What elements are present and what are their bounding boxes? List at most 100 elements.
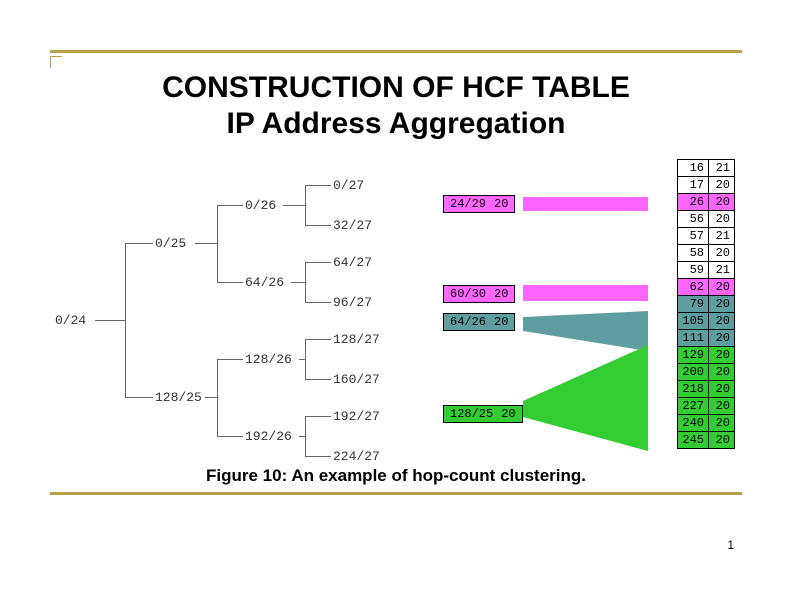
ip-cell: 105	[678, 313, 709, 330]
connector	[217, 436, 243, 437]
tree-diagram: 0/24 0/25 128/25 0/26 64/26 128/26 192/2…	[55, 165, 735, 465]
connector	[305, 416, 331, 417]
hc-cell: 20	[709, 211, 735, 228]
node-l1-bot: 128/25	[155, 390, 202, 405]
hc-cell: 20	[709, 398, 735, 415]
hc-cell: 20	[709, 381, 735, 398]
ip-cell: 129	[678, 347, 709, 364]
node-l2-1: 64/26	[245, 275, 284, 290]
agg-prefix: 128/25	[450, 407, 493, 421]
table-row: 1720	[678, 177, 735, 194]
table-row: 24520	[678, 432, 735, 449]
connector	[305, 262, 331, 263]
bottom-rule	[50, 492, 742, 495]
node-l3-7: 224/27	[333, 449, 380, 464]
ip-cell: 17	[678, 177, 709, 194]
node-l3-4: 128/27	[333, 332, 380, 347]
node-l3-3: 96/27	[333, 295, 372, 310]
ip-cell: 240	[678, 415, 709, 432]
node-l1-top: 0/25	[155, 236, 186, 251]
hopcount-table: 1621172026205620572158205921622079201052…	[677, 159, 735, 449]
table-row: 1621	[678, 160, 735, 177]
figure-caption: Figure 10: An example of hop-count clust…	[0, 466, 792, 486]
connector	[125, 243, 126, 398]
connector	[217, 359, 218, 436]
hc-cell: 20	[709, 279, 735, 296]
hc-cell: 20	[709, 194, 735, 211]
title-line-2: IP Address Aggregation	[227, 107, 566, 140]
table-row: 10520	[678, 313, 735, 330]
table-row: 2620	[678, 194, 735, 211]
table-row: 5620	[678, 211, 735, 228]
hc-cell: 21	[709, 160, 735, 177]
agg-hc: 20	[501, 407, 515, 421]
table-row: 5820	[678, 245, 735, 262]
table-row: 5921	[678, 262, 735, 279]
connector	[217, 205, 218, 282]
ip-cell: 62	[678, 279, 709, 296]
agg-hc: 20	[494, 315, 508, 329]
hc-cell: 21	[709, 228, 735, 245]
ip-cell: 79	[678, 296, 709, 313]
node-l3-6: 192/27	[333, 409, 380, 424]
slide-title: CONSTRUCTION OF HCF TABLE IP Address Agg…	[0, 70, 792, 142]
agg-box-2: 64/2620	[443, 313, 515, 331]
agg-box-1: 60/30 20	[443, 285, 515, 303]
hc-cell: 20	[709, 432, 735, 449]
connector	[195, 243, 217, 244]
connector	[305, 225, 331, 226]
connector	[305, 456, 331, 457]
connector	[217, 205, 243, 206]
agg-hc: 20	[494, 197, 508, 211]
table-row: 11120	[678, 330, 735, 347]
hc-cell: 20	[709, 296, 735, 313]
connector	[305, 379, 331, 380]
table-row: 6220	[678, 279, 735, 296]
connector	[217, 282, 243, 283]
connector	[305, 185, 306, 225]
ip-cell: 111	[678, 330, 709, 347]
ip-cell: 59	[678, 262, 709, 279]
connector	[95, 320, 125, 321]
table-row: 7920	[678, 296, 735, 313]
hc-cell: 20	[709, 177, 735, 194]
node-l3-1: 32/27	[333, 218, 372, 233]
top-rule	[50, 50, 742, 53]
corner-accent	[50, 56, 62, 68]
agg-hc: 20	[494, 287, 508, 301]
connector	[125, 243, 153, 244]
connector	[305, 339, 331, 340]
ip-cell: 200	[678, 364, 709, 381]
ip-cell: 57	[678, 228, 709, 245]
agg-prefix: 24/29	[450, 197, 486, 211]
table-row: 21820	[678, 381, 735, 398]
ip-cell: 56	[678, 211, 709, 228]
connector	[305, 262, 306, 302]
hc-cell: 20	[709, 364, 735, 381]
band-pink-2	[523, 285, 648, 301]
table-row: 20020	[678, 364, 735, 381]
connector	[291, 282, 305, 283]
node-root: 0/24	[55, 313, 86, 328]
connector	[305, 416, 306, 456]
table-row: 22720	[678, 398, 735, 415]
band-pink-1	[523, 197, 648, 211]
ip-cell: 26	[678, 194, 709, 211]
ip-cell: 227	[678, 398, 709, 415]
connector	[305, 185, 331, 186]
connector	[125, 397, 153, 398]
agg-prefix: 60/30	[450, 287, 486, 301]
ip-cell: 16	[678, 160, 709, 177]
node-l3-0: 0/27	[333, 178, 364, 193]
band-green	[523, 345, 648, 451]
connector	[305, 339, 306, 379]
table-row: 24020	[678, 415, 735, 432]
connector	[217, 359, 243, 360]
page-number: 1	[727, 538, 734, 552]
ip-cell: 245	[678, 432, 709, 449]
hc-cell: 20	[709, 415, 735, 432]
node-l2-0: 0/26	[245, 198, 276, 213]
agg-box-0: 24/29 20	[443, 195, 515, 213]
hc-cell: 20	[709, 313, 735, 330]
node-l3-2: 64/27	[333, 255, 372, 270]
